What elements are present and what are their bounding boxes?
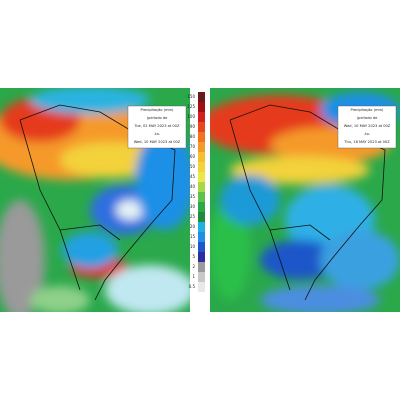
colorbar-swatch — [198, 132, 205, 142]
colorbar-label: 125 — [187, 104, 195, 109]
legend-text: Thu, 18 MAY 2023 at 00Z — [343, 140, 390, 144]
colorbar-label: 90 — [190, 124, 196, 129]
legend-text: (período de — [357, 116, 378, 120]
legend-text: -to- — [364, 132, 371, 136]
colorbar-label: 70 — [190, 144, 196, 149]
legend-text: Wed, 10 MAY 2023 at 00Z — [344, 124, 391, 128]
colorbar-label: 40 — [190, 184, 196, 189]
legend-text: Tue, 02 MAY 2023 at 00Z — [134, 124, 180, 128]
colorbar-label: 60 — [190, 154, 196, 159]
colorbar-label: 2 — [192, 264, 195, 269]
legend-text: Wed, 10 MAY 2023 at 00Z — [134, 140, 181, 144]
colorbar-label: 45 — [190, 174, 196, 179]
colorbar-swatch — [198, 212, 205, 222]
colorbar-swatch — [198, 262, 205, 272]
legend-text: -to- — [154, 132, 161, 136]
colorbar-label: 100 — [187, 114, 195, 119]
colorbar-label: 15 — [190, 234, 196, 239]
colorbar-swatch — [198, 122, 205, 132]
colorbar-swatch — [198, 112, 205, 122]
colorbar-label: 20 — [190, 224, 196, 229]
colorbar-label: 25 — [190, 214, 196, 219]
legend-box — [337, 105, 397, 149]
colorbar-swatch — [198, 222, 205, 232]
legend-text: Precipitação (mm) — [351, 108, 385, 112]
colorbar-swatch — [198, 172, 205, 182]
colorbar-label: 30 — [190, 204, 196, 209]
colorbar-swatch — [198, 152, 205, 162]
legend-text: Precipitação (mm) — [141, 108, 175, 112]
colorbar-swatch — [198, 92, 205, 102]
colorbar-swatch — [198, 102, 205, 112]
colorbar-label: 50 — [190, 164, 196, 169]
colorbar-swatch — [198, 232, 205, 242]
colorbar-swatch — [198, 242, 205, 252]
colorbar-swatch — [198, 182, 205, 192]
colorbar-swatch — [198, 272, 205, 282]
colorbar-label: 35 — [190, 194, 196, 199]
colorbar-swatch — [198, 162, 205, 172]
colorbar-label: 150 — [187, 94, 195, 99]
colorbar-label: 80 — [190, 134, 196, 139]
map-right — [210, 88, 400, 312]
colorbar-swatch — [198, 142, 205, 152]
colorbar-swatch — [198, 282, 205, 292]
colorbar-label: 1 — [192, 274, 195, 279]
colorbar-swatch — [198, 202, 205, 212]
legend-box — [127, 105, 187, 149]
colorbar-swatch — [198, 192, 205, 202]
legend-text: (período de — [147, 116, 168, 120]
colorbar-label: 10 — [190, 244, 196, 249]
colorbar-swatch — [198, 252, 205, 262]
colorbar-label: 0.5 — [189, 284, 196, 289]
colorbar-label: 5 — [192, 254, 195, 259]
